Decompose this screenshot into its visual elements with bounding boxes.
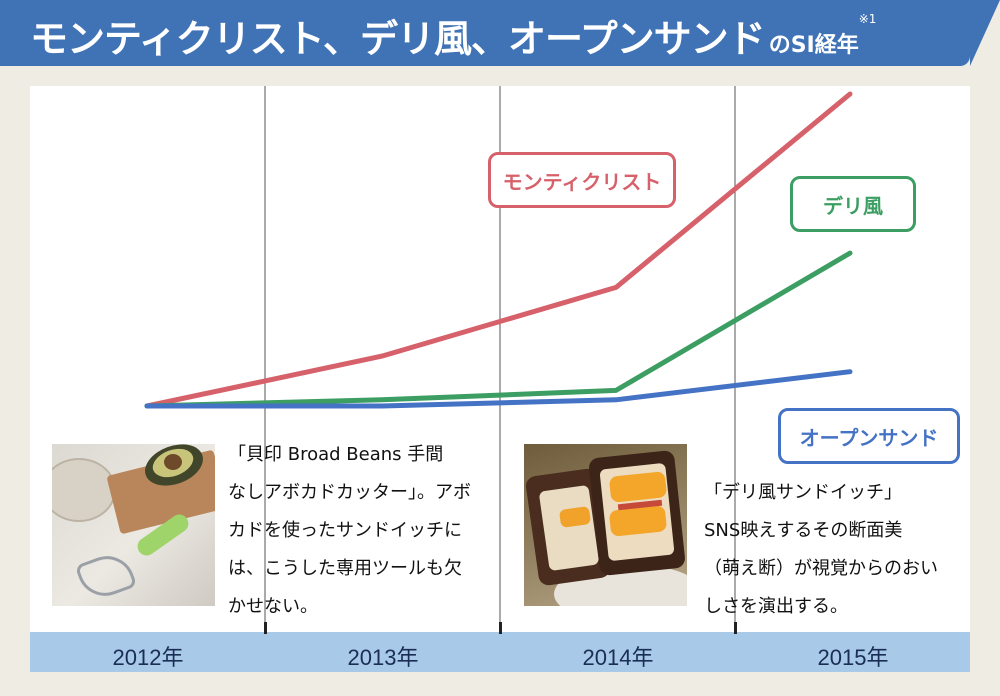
x-axis-bar: 2012年 2013年 2014年 2015年	[30, 622, 970, 672]
series-line-2	[144, 369, 853, 409]
x-tick-label: 2012年	[112, 645, 184, 670]
caption-right-line: しさを演出する。	[704, 596, 848, 617]
series-line-1	[144, 250, 853, 409]
x-tick-label: 2013年	[347, 645, 419, 670]
caption-left-line: カドを使ったサンドイッチに	[228, 520, 462, 541]
title-main: モンティクリスト、デリ風、オープンサンド	[30, 17, 766, 61]
deli-sandwich-photo	[524, 444, 687, 606]
title-fold	[970, 0, 1000, 66]
caption-right-line: （萌え断）が視覚からのおい	[704, 558, 938, 579]
legend-label-monte-cristo: モンティクリスト	[502, 169, 662, 194]
avocado-cutter-photo	[52, 444, 215, 606]
caption-left-line: 「貝印 Broad Beans 手間	[228, 444, 444, 465]
title-note-mark: ※1	[858, 12, 877, 26]
line-chart	[144, 86, 853, 632]
legend-label-open: オープンサンド	[799, 425, 939, 450]
x-tick-label: 2014年	[582, 645, 654, 670]
caption-right-line: 「デリ風サンドイッチ」	[704, 482, 902, 503]
legend-bubble-monte-cristo: モンティクリスト	[488, 152, 676, 208]
page-title: モンティクリスト、デリ風、オープンサンド のSI経年 ※1	[30, 8, 876, 63]
caption-left-line: かせない。	[228, 596, 318, 617]
caption-left: 「貝印 Broad Beans 手間 なしアボカドカッター」。アボ カドを使った…	[228, 436, 471, 626]
caption-left-line: なしアボカドカッター」。アボ	[228, 482, 471, 503]
series-line-0	[144, 91, 853, 409]
legend-label-deli: デリ風	[823, 193, 883, 218]
title-sub: のSI経年	[768, 33, 859, 58]
legend-bubble-open: オープンサンド	[778, 408, 960, 464]
x-tick	[499, 622, 502, 634]
x-tick	[264, 622, 267, 634]
legend-bubble-deli: デリ風	[790, 176, 916, 232]
caption-left-line: は、こうした専用ツールも欠	[228, 558, 462, 579]
title-bar	[0, 0, 970, 66]
caption-right-line: SNS映えするその断面美	[704, 520, 903, 541]
x-tick	[734, 622, 737, 634]
x-tick-label: 2015年	[817, 645, 889, 670]
caption-right: 「デリ風サンドイッチ」 SNS映えするその断面美 （萌え断）が視覚からのおい し…	[704, 474, 938, 626]
